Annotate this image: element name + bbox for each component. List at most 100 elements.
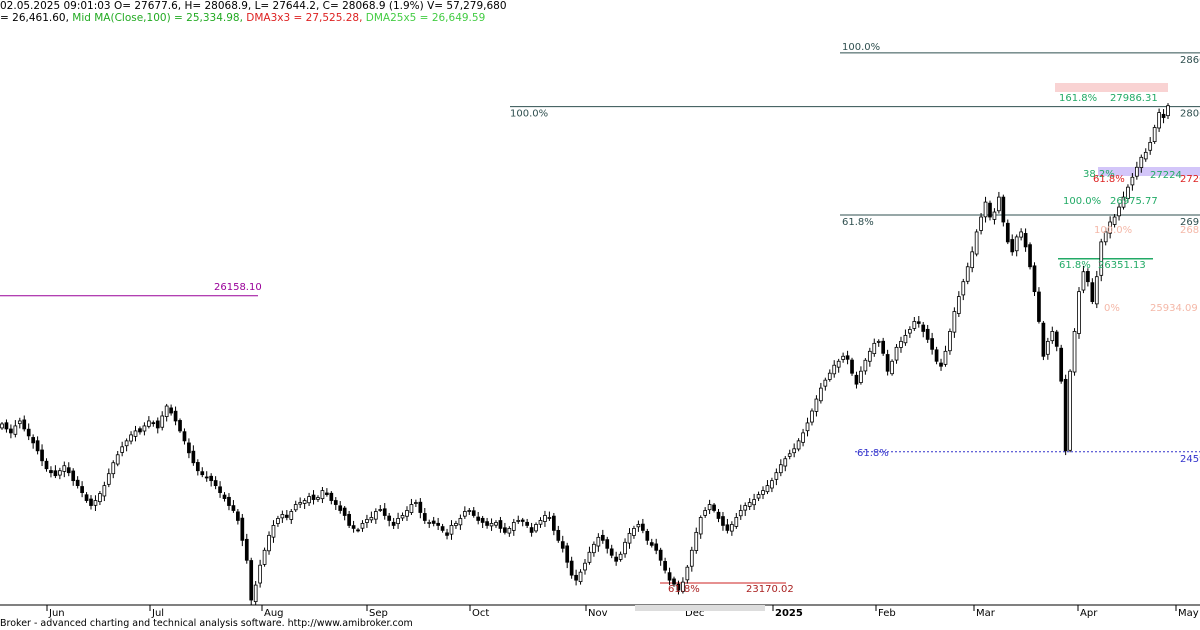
candle-up	[1014, 236, 1019, 252]
candle-down	[605, 539, 610, 549]
candle-up	[316, 497, 320, 500]
candle-down	[311, 494, 316, 500]
candle-up	[17, 420, 22, 425]
resistance-zone	[1055, 83, 1168, 92]
candle-down	[930, 338, 934, 350]
candle-up	[373, 511, 378, 520]
indicator-prefix: = 26,461.60,	[0, 12, 69, 24]
candle-up	[623, 541, 627, 555]
candle-down	[209, 475, 214, 482]
fib-label-f100b: 100.0%	[1063, 196, 1101, 207]
candle-up	[792, 448, 797, 454]
candle-up	[814, 398, 819, 412]
candle-down	[1032, 265, 1037, 293]
candle-down	[854, 374, 859, 385]
candle-up	[267, 534, 271, 552]
candle-up	[1077, 291, 1081, 334]
candle-down	[178, 420, 182, 432]
candle-up	[543, 515, 547, 522]
candle-down	[351, 525, 356, 529]
candle-down	[676, 583, 681, 591]
candle-up	[730, 524, 734, 532]
candle-down	[236, 511, 240, 521]
candle-up	[1108, 221, 1112, 234]
candle-down	[934, 349, 939, 362]
candle-up	[592, 543, 596, 554]
candle-up	[253, 584, 258, 603]
candle-down	[916, 321, 921, 324]
candle-down	[347, 513, 351, 526]
candle-up	[360, 523, 365, 529]
volume-band	[635, 605, 765, 611]
candle-up	[365, 519, 369, 523]
candle-up	[320, 490, 325, 500]
candle-up	[948, 331, 952, 352]
candle-down	[240, 517, 245, 541]
candle-down	[565, 545, 570, 563]
candle-down	[600, 534, 605, 541]
candle-up	[632, 527, 636, 536]
candle-up	[1072, 331, 1077, 373]
candle-down	[1005, 222, 1010, 243]
candle-down	[75, 479, 80, 487]
candle-up	[587, 551, 592, 563]
candle-down	[227, 496, 231, 506]
candle-down	[382, 508, 387, 516]
candle-down	[151, 422, 156, 425]
candle-down	[614, 556, 618, 562]
candle-up	[618, 553, 623, 560]
candle-down	[80, 486, 84, 493]
candle-down	[200, 471, 205, 476]
candle-down	[182, 431, 187, 442]
candle-down	[641, 523, 645, 531]
fib-label-f2683: 2683	[1180, 225, 1200, 236]
candle-up	[142, 425, 147, 432]
candle-up	[761, 490, 765, 495]
candle-up	[405, 510, 409, 517]
candle-up	[160, 415, 165, 428]
candle-up	[694, 531, 699, 551]
fib-label-f100pink: 100.0%	[1094, 225, 1132, 236]
candle-down	[187, 442, 191, 454]
candle-up	[956, 296, 961, 314]
candle-up	[538, 520, 543, 525]
candle-down	[284, 514, 289, 518]
candle-up	[414, 502, 418, 504]
candle-up	[462, 511, 467, 517]
candle-down	[44, 460, 49, 470]
candle-up	[1135, 166, 1139, 177]
dma3x3-legend: DMA3x3 = 27,525.28,	[246, 12, 363, 24]
candle-down	[1059, 347, 1064, 382]
candle-down	[169, 407, 173, 414]
candle-up	[378, 509, 383, 511]
candle-up	[863, 359, 868, 372]
candle-down	[716, 511, 721, 519]
candle-down	[498, 520, 503, 529]
candle-up	[783, 458, 788, 467]
candle-down	[26, 428, 31, 437]
x-tick-label-8: Feb	[878, 608, 896, 619]
candle-down	[725, 524, 730, 531]
candle-up	[62, 465, 67, 472]
x-tick-label-11: May	[1178, 608, 1199, 619]
candle-up	[449, 525, 454, 535]
candle-down	[249, 560, 254, 601]
candle-up	[307, 496, 311, 504]
fib-label-f27224: 27224	[1150, 170, 1182, 181]
candle-up	[1157, 112, 1161, 129]
candle-up	[271, 525, 276, 538]
candle-up	[836, 360, 841, 368]
candle-up	[298, 502, 303, 505]
candle-up	[1103, 231, 1108, 243]
x-tick-label-0: Jun	[48, 608, 65, 619]
candle-up	[819, 387, 823, 402]
x-tick-label-9: Mar	[976, 608, 996, 619]
candle-up	[98, 493, 102, 503]
x-tick-label-7: 2025	[775, 608, 803, 619]
candle-down	[881, 340, 886, 354]
candle-down	[244, 538, 249, 561]
candle-up	[1068, 370, 1072, 451]
candle-up	[409, 504, 414, 513]
candle-down	[333, 500, 338, 505]
